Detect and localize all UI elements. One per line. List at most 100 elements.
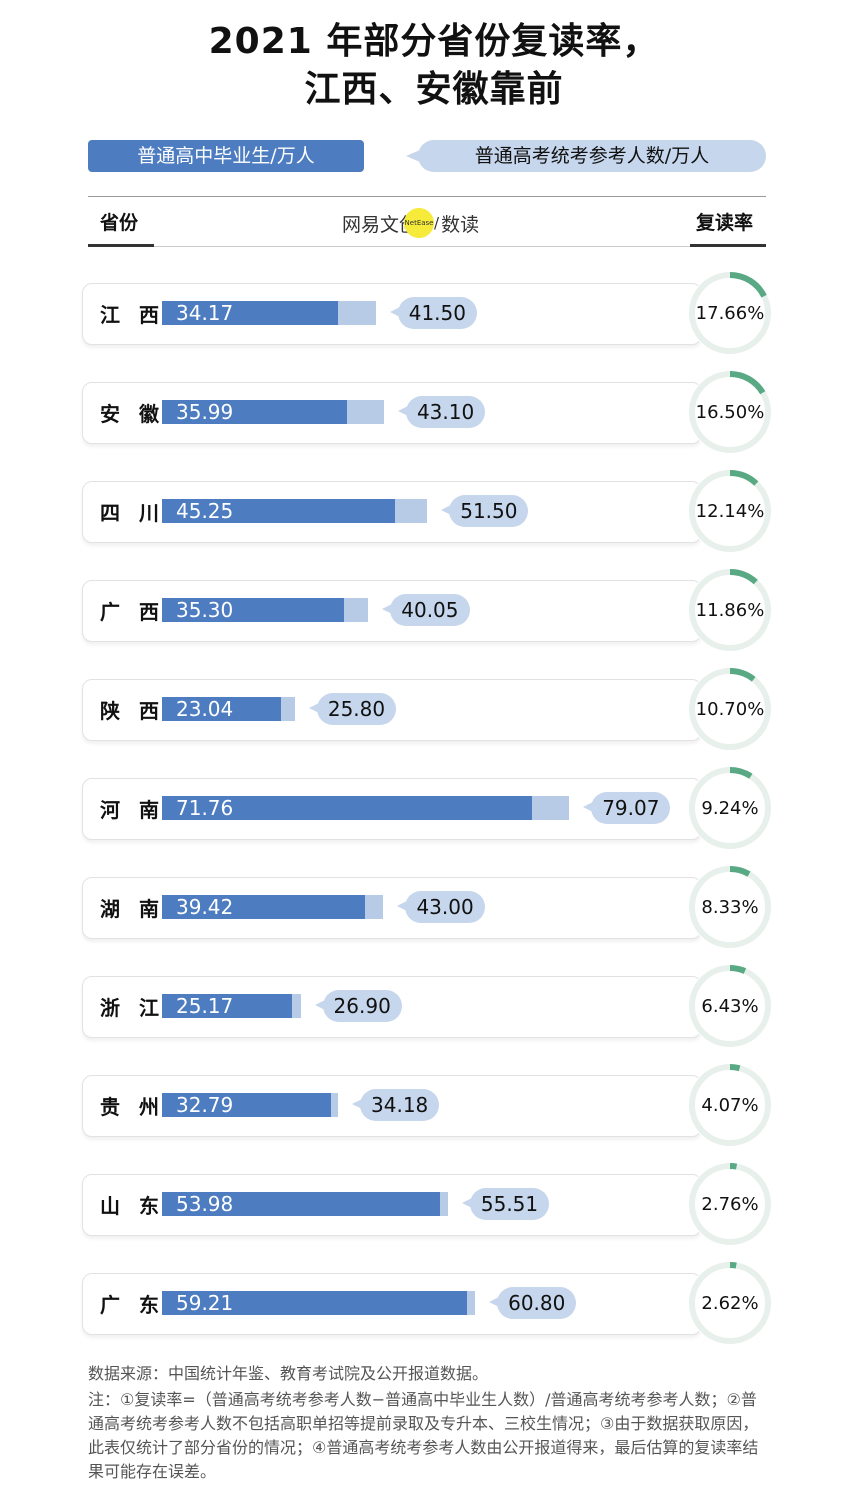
examinees-value-label: 34.18 [360,1089,440,1121]
province-label: 广 西 [100,600,165,624]
bubble-tail [314,1000,325,1010]
netease-logo-icon: NetEase [404,208,435,238]
bubble-tail [382,604,393,614]
column-header-rate: 复读率 [696,212,754,234]
graduates-bar [162,301,338,325]
donut-arc [689,272,771,354]
data-source: 数据来源：中国统计年鉴、教育考试院及公开报道数据。 [88,1364,489,1383]
donut-arc [689,965,771,1047]
bubble-tail [461,1198,472,1208]
rate-value-label: 6.43% [701,996,759,1017]
donut-background [688,1063,772,1147]
bubble-tail [397,406,408,416]
graduates-value-label: 45.25 [176,499,234,523]
bubble-tail [308,703,319,713]
donut-arc [689,668,771,750]
rate-donut [688,271,772,355]
graduates-value-label: 53.98 [176,1192,234,1216]
examinees-value-label: 60.80 [497,1287,577,1319]
title-line-2: 江西、安徽靠前 [304,69,564,110]
examinees-value-label: 25.80 [316,693,397,725]
bubble-tail [352,1099,363,1109]
graduates-bar [162,1192,440,1216]
donut-background [688,865,772,949]
province-label: 安 徽 [100,402,165,426]
column-header-province: 省份 [100,212,139,234]
rate-donut [688,1162,772,1246]
examinees-value-label: 51.50 [449,495,529,527]
bubble-tail [397,901,408,911]
donut-arc [689,1163,771,1245]
rate-donut [688,1261,772,1345]
province-label: 贵 州 [100,1095,165,1119]
graduates-bar [162,1291,467,1315]
chart-row: 山 东 53.98 55.51 2.76% [82,1162,772,1246]
bubble-tail [583,802,594,812]
graduates-value-label: 23.04 [176,697,234,721]
rate-value-label: 2.62% [701,1293,759,1314]
donut-arc [689,371,771,453]
graduates-value-label: 25.17 [176,994,234,1018]
graduates-value-label: 35.30 [176,598,234,622]
donut-background [688,964,772,1048]
examinees-value-label: 43.10 [405,396,486,428]
donut-background [688,469,772,553]
rate-donut [688,568,772,652]
rate-value-label: 10.70% [695,699,765,720]
graduates-value-label: 35.99 [176,400,234,424]
donut-arc [689,1262,771,1344]
chart-row: 河 南 71.76 79.07 9.24% [82,766,772,850]
donut-arc [689,569,771,651]
donut-background [688,271,772,355]
graduates-value-label: 34.17 [176,301,234,325]
examinees-value-label: 41.50 [397,297,477,329]
province-label: 广 东 [100,1293,165,1317]
graduates-bar [162,1093,331,1117]
brand-watermark: 网易文创 NetEase / 数读 [342,208,479,238]
donut-arc [689,866,771,948]
graduates-bar [162,994,292,1018]
rate-donut [688,1063,772,1147]
legend-graduates: 普通高中毕业生/万人 [88,140,364,172]
chart-row: 浙 江 25.17 26.90 6.43% [82,964,772,1048]
graduates-bar [162,598,344,622]
province-label: 四 川 [100,501,165,525]
examinees-value-label: 55.51 [469,1188,550,1220]
chart-row: 安 徽 35.99 43.10 16.50% [82,370,772,454]
graduates-bar [162,796,532,820]
rate-value-label: 2.76% [701,1194,759,1215]
rate-donut [688,865,772,949]
rate-donut [688,667,772,751]
graduates-bar [162,400,348,424]
donut-background [688,568,772,652]
province-label: 河 南 [100,798,165,822]
examinees-value-label: 40.05 [390,594,470,626]
chart-row: 陕 西 23.04 25.80 10.70% [82,667,772,751]
graduates-bar [162,697,281,721]
rate-donut [688,766,772,850]
rate-value-label: 4.07% [701,1095,759,1116]
title-line-1: 2021 年部分省份复读率， [208,21,660,62]
header-divider-bottom [88,246,766,247]
brand-suffix: 数读 [441,213,480,236]
bubble-tail [489,1297,500,1307]
brand-name: 网易文创 [342,213,419,236]
rate-value-label: 17.66% [695,303,765,324]
bubble-tail [441,505,452,515]
donut-arc [689,1064,771,1146]
graduates-bar [162,499,396,523]
province-label: 江 西 [100,303,165,327]
province-label: 山 东 [100,1194,165,1218]
province-label: 湖 南 [100,897,165,921]
donut-arc [689,767,771,849]
graduates-value-label: 59.21 [176,1291,234,1315]
examinees-value-label: 26.90 [322,990,402,1022]
chart-row: 四 川 45.25 51.50 12.14% [82,469,772,553]
donut-background [688,1261,772,1345]
donut-background [688,370,772,454]
chart-row: 贵 州 32.79 34.18 4.07% [82,1063,772,1147]
header-underline-right [690,244,766,247]
donut-background [688,667,772,751]
rate-value-label: 11.86% [695,600,765,621]
chart-row: 江 西 34.17 41.50 17.66% [82,271,772,355]
